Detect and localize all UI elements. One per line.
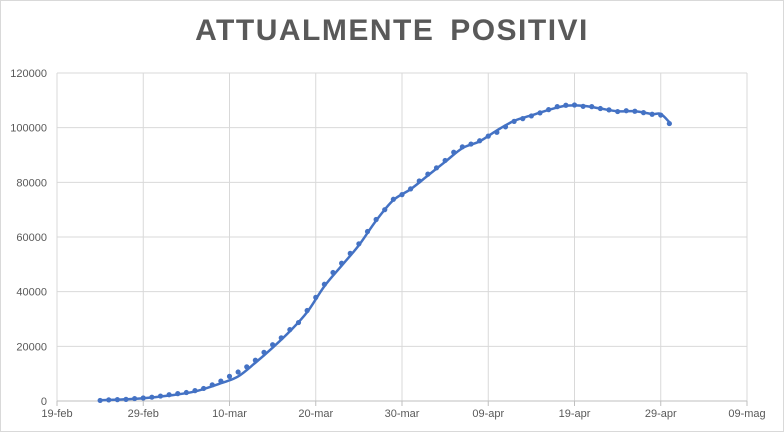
data-point <box>192 388 198 394</box>
data-point <box>235 369 241 375</box>
data-point <box>356 241 362 247</box>
axes <box>56 400 748 406</box>
data-point <box>468 141 474 147</box>
y-tick-label: 0 <box>41 396 47 408</box>
data-point <box>649 111 655 117</box>
data-point <box>114 397 120 403</box>
data-point <box>589 104 595 110</box>
data-point <box>390 196 396 202</box>
data-point <box>97 397 103 404</box>
x-tick-label: 20-mar <box>298 408 333 420</box>
series-line <box>98 104 671 402</box>
x-tick-label: 29-feb <box>128 408 159 420</box>
y-tick-label: 80000 <box>16 177 47 189</box>
data-point <box>494 129 500 135</box>
x-tick-label: 29-apr <box>645 408 677 420</box>
data-point <box>416 178 422 184</box>
data-point <box>537 110 543 116</box>
data-point <box>183 389 189 396</box>
data-point <box>580 103 586 109</box>
data-point <box>106 397 112 403</box>
data-point <box>632 108 638 114</box>
x-tick-label: 09-apr <box>472 408 504 420</box>
data-point <box>597 105 603 112</box>
data-point <box>658 112 664 118</box>
x-axis-tick-labels: 19-feb 29-feb 10-mar 20-mar 30-mar 09-apr 19-a… <box>41 408 765 420</box>
data-point <box>347 250 353 256</box>
data-point <box>554 104 560 110</box>
data-point <box>261 349 267 355</box>
data-point <box>485 133 491 139</box>
y-axis-tick-labels: 0 20000 40000 60000 80000 100000 120000 <box>10 68 47 408</box>
data-point <box>157 393 164 399</box>
data-point <box>339 260 345 266</box>
data-point <box>313 294 319 301</box>
data-point <box>123 396 129 402</box>
data-point <box>321 281 327 287</box>
data-point <box>640 110 647 116</box>
data-point <box>132 395 138 402</box>
data-point <box>528 113 534 119</box>
series-markers <box>97 102 672 404</box>
x-tick-label: 19-feb <box>41 408 72 420</box>
x-tick-label: 19-apr <box>559 408 591 420</box>
data-point <box>166 392 172 398</box>
data-point <box>399 192 405 198</box>
y-tick-label: 100000 <box>10 123 47 135</box>
data-point <box>425 171 431 177</box>
data-point <box>218 378 224 384</box>
data-point <box>364 228 371 235</box>
x-tick-label: 30-mar <box>385 408 420 420</box>
chart-title: ATTUALMENTE POSITIVI <box>195 14 589 47</box>
y-tick-label: 60000 <box>16 232 47 244</box>
gridlines <box>56 72 748 401</box>
data-point <box>615 108 621 115</box>
data-point <box>433 165 440 171</box>
data-point <box>408 186 414 192</box>
data-point <box>201 385 207 392</box>
data-point <box>502 124 509 130</box>
y-tick-label: 20000 <box>16 341 47 353</box>
y-tick-label: 40000 <box>16 287 47 299</box>
data-point <box>563 102 569 108</box>
data-point <box>270 342 276 348</box>
data-point <box>140 395 146 401</box>
data-point <box>373 216 379 223</box>
data-point <box>382 207 388 213</box>
data-point <box>623 108 629 114</box>
data-point <box>209 382 215 388</box>
data-point <box>226 373 233 379</box>
data-point <box>571 102 578 108</box>
data-point <box>477 138 483 144</box>
data-point <box>252 357 258 363</box>
data-point <box>511 118 517 124</box>
x-tick-label: 09-mag <box>728 408 765 420</box>
data-point <box>606 107 612 113</box>
data-point <box>287 327 293 333</box>
data-point <box>330 269 336 276</box>
data-point <box>149 394 155 400</box>
y-tick-label: 120000 <box>10 68 47 80</box>
data-point <box>442 157 448 164</box>
data-point <box>520 116 526 122</box>
data-point <box>666 120 672 127</box>
data-point <box>244 364 250 370</box>
data-point <box>451 149 457 155</box>
data-point <box>546 107 552 113</box>
data-point <box>459 144 465 150</box>
data-point <box>175 391 181 397</box>
x-tick-label: 10-mar <box>212 408 247 420</box>
data-point <box>304 307 310 314</box>
data-point <box>295 319 302 326</box>
data-point <box>278 335 284 341</box>
